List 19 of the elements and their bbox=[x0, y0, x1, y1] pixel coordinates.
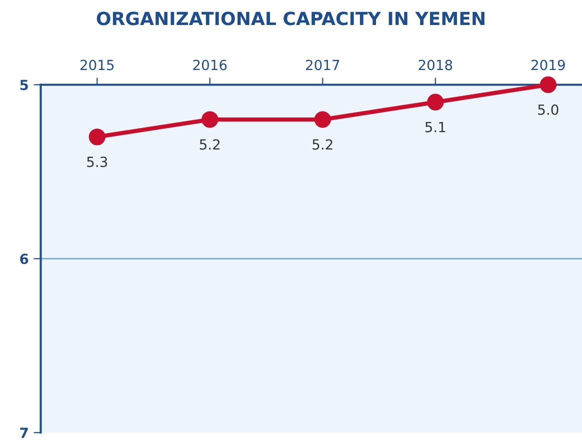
point bbox=[88, 128, 106, 146]
text: 5.1 bbox=[425, 122, 446, 132]
point bbox=[314, 111, 331, 128]
x-tick-label: 2019 bbox=[532, 60, 565, 70]
text: 5.2 bbox=[200, 139, 220, 150]
text: 5.2 bbox=[312, 139, 332, 150]
chart-title: ORGANIZATIONAL CAPACITY IN YEMEN bbox=[96, 12, 484, 26]
x-tick-label: 2018 bbox=[418, 60, 452, 70]
point bbox=[202, 111, 218, 128]
y-tick-label: 7 bbox=[20, 428, 28, 438]
y-tick-label: 5 bbox=[20, 80, 28, 90]
text: 5.3 bbox=[87, 156, 108, 168]
y-tick-label: 6 bbox=[20, 254, 28, 264]
point bbox=[540, 76, 557, 94]
x-tick-label: 2017 bbox=[306, 60, 340, 70]
x-tick-label: 2016 bbox=[193, 60, 227, 70]
text: 5.0 bbox=[538, 104, 558, 115]
x-tick-label: 2015 bbox=[80, 60, 114, 70]
point bbox=[427, 94, 444, 110]
